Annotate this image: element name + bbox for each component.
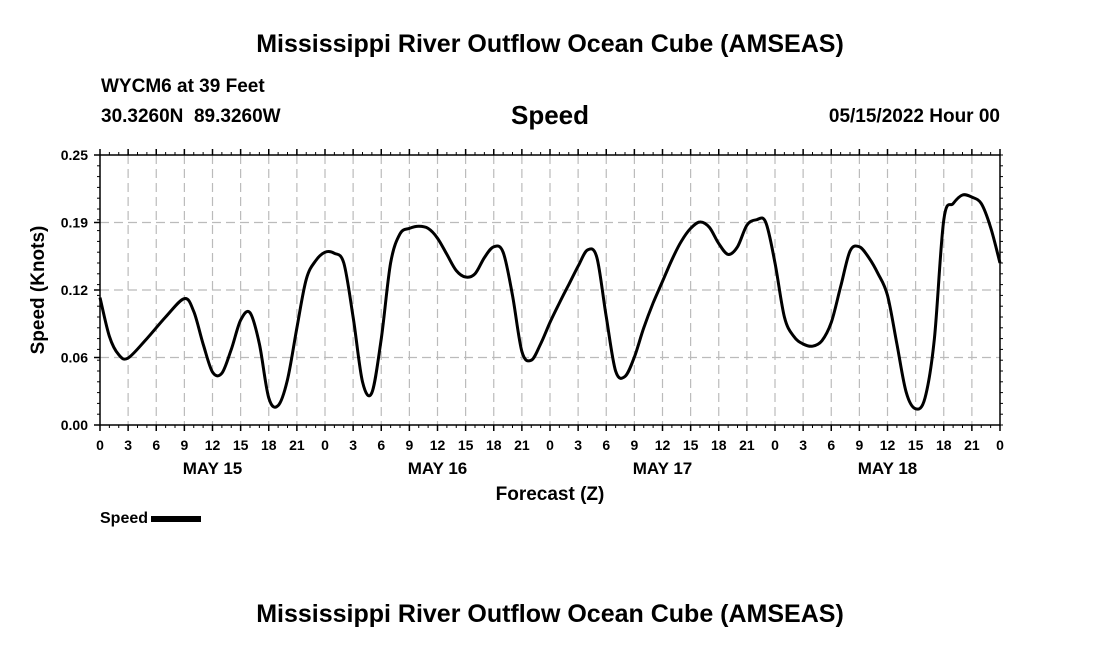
grid-lines: [100, 155, 1000, 425]
x-axis-label: Forecast (Z): [496, 484, 605, 505]
x-tick-label: 15: [458, 437, 474, 453]
station-label: WYCM6 at 39 Feet: [101, 76, 265, 97]
x-tick-label: 0: [546, 437, 554, 453]
x-tick-label: 3: [574, 437, 582, 453]
x-tick-label: 0: [996, 437, 1004, 453]
x-tick-label: 18: [711, 437, 727, 453]
x-tick-label: 15: [683, 437, 699, 453]
day-label: MAY 17: [633, 459, 693, 478]
x-tick-label: 9: [405, 437, 413, 453]
x-tick-label: 3: [124, 437, 132, 453]
x-tick-label: 6: [152, 437, 160, 453]
x-tick-label: 9: [855, 437, 863, 453]
footer-title: Mississippi River Outflow Ocean Cube (AM…: [256, 600, 844, 628]
day-label: MAY 18: [858, 459, 918, 478]
x-tick-label: 12: [205, 437, 221, 453]
day-label: MAY 16: [408, 459, 468, 478]
x-tick-label: 3: [349, 437, 357, 453]
coordinates-label: 30.3260N 89.3260W: [101, 106, 281, 127]
x-tick-label: 21: [514, 437, 530, 453]
x-tick-label: 12: [430, 437, 446, 453]
x-tick-label: 18: [936, 437, 952, 453]
y-tick-label: 0.19: [61, 215, 88, 231]
x-tick-label: 6: [377, 437, 385, 453]
x-tick-label: 3: [799, 437, 807, 453]
chart-title: Mississippi River Outflow Ocean Cube (AM…: [256, 30, 844, 58]
x-tick-label: 0: [321, 437, 329, 453]
y-tick-labels: 0.00 0.06 0.12 0.19 0.25: [61, 147, 88, 433]
y-axis-label: Speed (Knots): [28, 226, 49, 355]
x-tick-label: 0: [96, 437, 104, 453]
speed-chart: 0.00 0.06 0.12 0.19 0.25 0 3 6 9 12 15 18 21 0 3 6 9 12 1…: [28, 147, 1004, 505]
x-tick-label: 9: [180, 437, 188, 453]
x-tick-label: 18: [486, 437, 502, 453]
y-tick-label: 0.06: [61, 350, 88, 366]
datetime-label: 05/15/2022 Hour 00: [828, 106, 1000, 127]
tick-marks: [94, 149, 1003, 431]
x-tick-label: 0: [771, 437, 779, 453]
variable-title: Speed: [510, 100, 590, 130]
y-tick-label: 0.25: [61, 147, 88, 163]
x-tick-label: 12: [655, 437, 671, 453]
x-tick-label: 18: [261, 437, 277, 453]
plot-frame: [99, 154, 1001, 426]
legend-label: Speed: [100, 510, 149, 527]
legend-swatch: [151, 515, 202, 522]
x-tick-label: 21: [739, 437, 755, 453]
x-tick-label: 6: [602, 437, 610, 453]
x-tick-label: 15: [908, 437, 924, 453]
x-tick-label: 6: [827, 437, 835, 453]
x-tick-labels: 0 3 6 9 12 15 18 21 0 3 6 9 12 15 18 21 0 3 6 9 12 15 18 21 0 3 6 9…: [96, 437, 1004, 453]
day-label: MAY 15: [183, 459, 243, 478]
x-tick-label: 12: [880, 437, 896, 453]
x-tick-label: 9: [630, 437, 638, 453]
x-tick-label: 21: [289, 437, 305, 453]
day-labels: MAY 15 MAY 16 MAY 17 MAY 18: [183, 459, 918, 478]
y-tick-label: 0.00: [61, 417, 88, 433]
y-tick-label: 0.12: [61, 282, 88, 298]
legend: Speed: [100, 510, 202, 528]
x-tick-label: 15: [233, 437, 249, 453]
x-tick-label: 21: [964, 437, 980, 453]
speed-series-line: [98, 193, 1002, 411]
